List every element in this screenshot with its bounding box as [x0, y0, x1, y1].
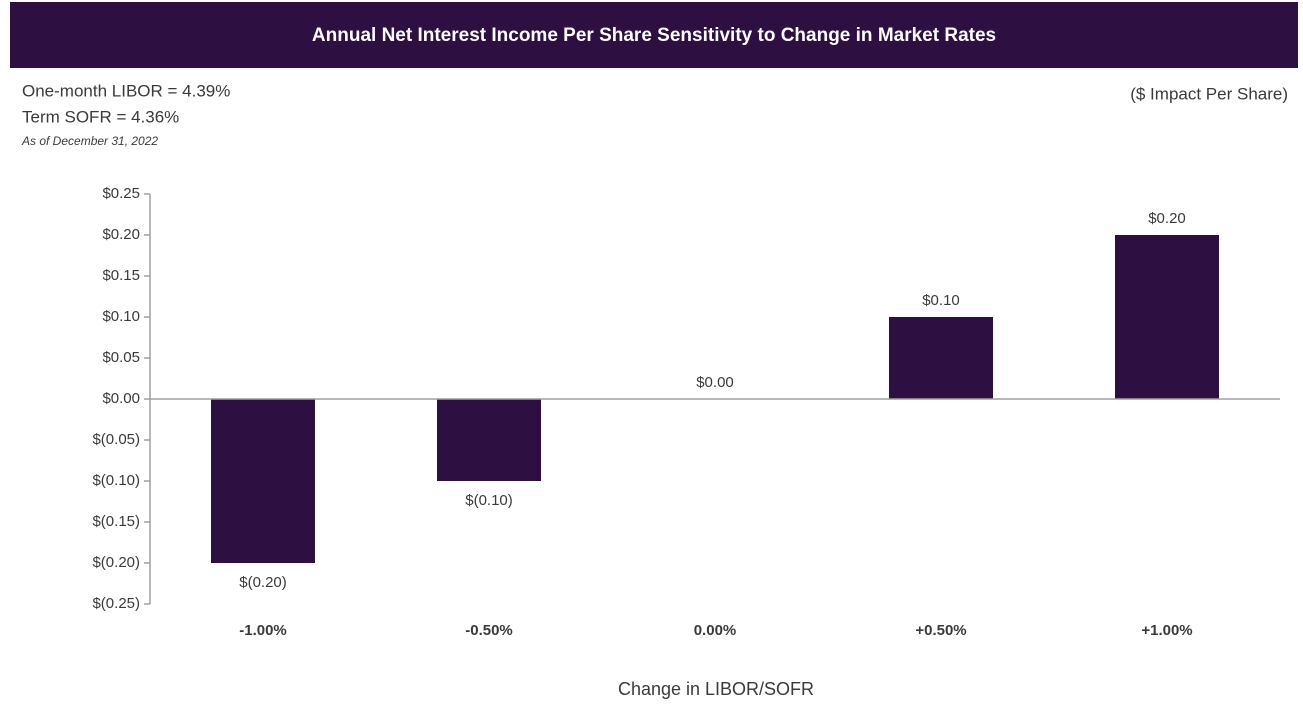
data-label: $(0.20): [239, 574, 287, 591]
x-tick-label: -1.00%: [239, 622, 287, 639]
y-tick-label: $0.20: [102, 226, 140, 243]
annotation: Term SOFR = 4.36%: [22, 107, 179, 126]
y-tick-label: $0.10: [102, 308, 140, 325]
title-banner: [10, 2, 1298, 68]
y-tick-label: $0.00: [102, 390, 140, 407]
x-tick-label: +0.50%: [915, 622, 966, 639]
data-label: $0.10: [922, 292, 960, 309]
bar: [437, 399, 541, 481]
bar: [889, 317, 993, 399]
data-label: $0.00: [696, 374, 734, 391]
chart-title: Annual Net Interest Income Per Share Sen…: [312, 25, 996, 46]
bar: [211, 399, 315, 563]
y-tick-label: $0.05: [102, 349, 140, 366]
annotation: One-month LIBOR = 4.39%: [22, 81, 230, 100]
y-tick-label: $0.25: [102, 185, 140, 202]
x-tick-label: -0.50%: [465, 622, 513, 639]
data-label: $(0.10): [465, 492, 513, 509]
y-tick-label: $(0.15): [92, 513, 140, 530]
y-tick-label: $0.15: [102, 267, 140, 284]
y-tick-label: $(0.25): [92, 595, 140, 612]
x-axis-label: Change in LIBOR/SOFR: [618, 679, 814, 699]
unit-label: ($ Impact Per Share): [1130, 84, 1288, 103]
data-label: $0.20: [1148, 210, 1186, 227]
x-tick-label: 0.00%: [694, 622, 737, 639]
x-tick-label: +1.00%: [1141, 622, 1192, 639]
annotation: As of December 31, 2022: [21, 134, 158, 148]
y-tick-label: $(0.05): [92, 431, 140, 448]
y-tick-label: $(0.20): [92, 554, 140, 571]
y-tick-label: $(0.10): [92, 472, 140, 489]
bar: [1115, 235, 1219, 399]
